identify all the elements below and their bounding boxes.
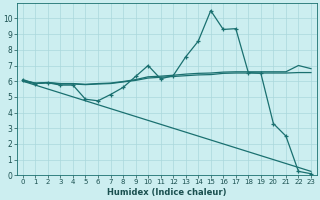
X-axis label: Humidex (Indice chaleur): Humidex (Indice chaleur) [107,188,227,197]
